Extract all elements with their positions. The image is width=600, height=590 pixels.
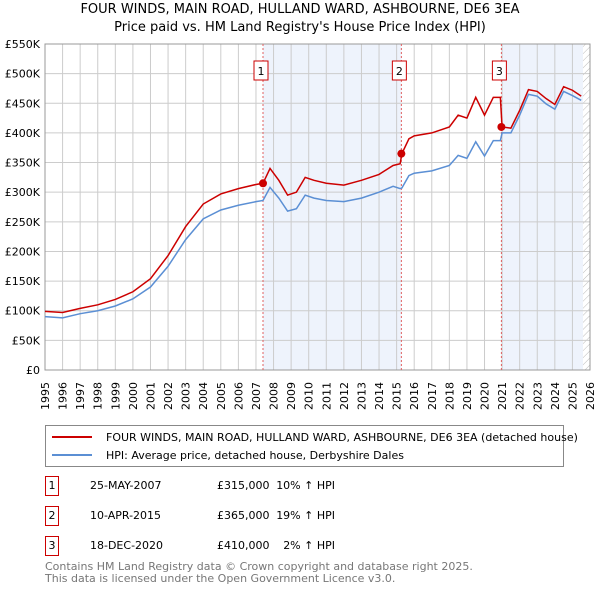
x-tick-label: 2021 xyxy=(496,382,509,410)
y-tick-label: £100K xyxy=(5,305,41,318)
sale-label: 2 xyxy=(396,65,403,78)
legend-swatch xyxy=(52,454,92,456)
x-tick-label: 2017 xyxy=(426,382,439,410)
y-tick-label: £50K xyxy=(12,334,41,347)
x-tick-label: 2013 xyxy=(355,382,368,410)
y-tick-label: £400K xyxy=(5,127,41,140)
sale-price: £365,000 xyxy=(217,509,270,522)
y-tick-label: £250K xyxy=(5,216,41,229)
x-tick-label: 2012 xyxy=(338,382,351,410)
x-tick-label: 2003 xyxy=(180,382,193,410)
x-tick-label: 1997 xyxy=(74,382,87,410)
sale-label-box xyxy=(391,60,407,81)
chart-subtitle: Price paid vs. HM Land Registry's House … xyxy=(114,20,486,35)
x-tick-label: 2022 xyxy=(514,382,527,410)
x-tick-label: 2010 xyxy=(303,382,316,410)
sale-point xyxy=(497,122,506,131)
y-tick-label: £550K xyxy=(5,38,41,51)
legend-label: FOUR WINDS, MAIN ROAD, HULLAND WARD, ASH… xyxy=(106,430,578,444)
sale-hpi-diff: 19% ↑ HPI xyxy=(276,509,335,522)
y-tick-label: £150K xyxy=(5,275,41,288)
x-tick-label: 2007 xyxy=(250,382,263,410)
sale-number-badge: 1 xyxy=(45,476,59,496)
sale-label-box xyxy=(491,60,507,81)
x-tick-label: 2026 xyxy=(584,382,597,410)
y-tick-label: £350K xyxy=(5,157,41,170)
x-tick-label: 2002 xyxy=(162,382,175,410)
x-tick-label: 2005 xyxy=(215,382,228,410)
y-tick-label: £0 xyxy=(26,364,40,377)
plot-area: 1995 1996 1997 1998 1999 2000 2001 2002 2003 2004… xyxy=(5,38,597,410)
x-tick-label: 2020 xyxy=(479,382,492,410)
x-tick-label: 2018 xyxy=(443,382,456,410)
shaded-range xyxy=(263,44,402,370)
x-tick-label: 2016 xyxy=(408,382,421,410)
legend-item-hpi: HPI: Average price, detached house, Derb… xyxy=(52,447,404,463)
sale-number-badge: 3 xyxy=(45,536,59,556)
sale-hpi-diff: 10% ↑ HPI xyxy=(276,479,335,492)
x-tick-label: 2000 xyxy=(127,382,140,410)
legend-label: HPI: Average price, detached house, Derb… xyxy=(106,448,404,462)
sale-point xyxy=(259,179,267,188)
x-tick-label: 2025 xyxy=(566,382,579,410)
x-tick-label: 2023 xyxy=(531,382,544,410)
sale-price: £315,000 xyxy=(217,479,270,492)
footer-line: Contains HM Land Registry data © Crown c… xyxy=(45,560,473,573)
y-tick-label: £200K xyxy=(5,245,41,258)
sale-label: 3 xyxy=(496,65,503,78)
hatched-forecast-region xyxy=(582,44,590,370)
chart-title: FOUR WINDS, MAIN ROAD, HULLAND WARD, ASH… xyxy=(80,2,520,17)
x-tick-label: 2015 xyxy=(391,382,404,410)
x-tick-label: 2014 xyxy=(373,382,386,410)
x-tick-label: 1995 xyxy=(39,382,52,410)
sale-point xyxy=(397,149,406,158)
x-tick-label: 1996 xyxy=(57,382,70,410)
y-tick-label: £300K xyxy=(5,186,41,199)
legend-item-property: FOUR WINDS, MAIN ROAD, HULLAND WARD, ASH… xyxy=(52,429,578,445)
x-tick-label: 2019 xyxy=(461,382,474,410)
plot-border xyxy=(44,43,591,371)
sale-row: 2 10-APR-2015 £365,000 19% ↑ HPI xyxy=(45,506,335,526)
x-tick-label: 1999 xyxy=(109,382,122,410)
shaded-range xyxy=(501,44,583,370)
sale-number-badge: 2 xyxy=(45,506,59,526)
x-tick-label: 2024 xyxy=(549,382,562,410)
sale-date: 25-MAY-2007 xyxy=(90,479,162,492)
x-tick-label: 2011 xyxy=(320,382,333,410)
footer: Contains HM Land Registry data © Crown c… xyxy=(45,561,473,585)
y-tick-label: £500K xyxy=(5,68,41,81)
sale-price: £410,000 xyxy=(217,539,270,552)
footer-line: This data is licensed under the Open Gov… xyxy=(45,572,396,585)
sale-label-box xyxy=(253,60,269,81)
x-tick-label: 2004 xyxy=(197,382,210,410)
sale-row: 3 18-DEC-2020 £410,000 2% ↑ HPI xyxy=(45,536,335,556)
legend-swatch xyxy=(52,436,92,438)
x-tick-label: 2006 xyxy=(232,382,245,410)
x-tick-label: 2001 xyxy=(144,382,157,410)
sale-hpi-diff: 2% ↑ HPI xyxy=(283,539,335,552)
sale-date: 10-APR-2015 xyxy=(90,509,162,522)
sale-date: 18-DEC-2020 xyxy=(90,539,164,552)
x-tick-label: 1998 xyxy=(92,382,105,410)
legend: FOUR WINDS, MAIN ROAD, HULLAND WARD, ASH… xyxy=(45,425,578,467)
y-tick-label: £450K xyxy=(5,97,41,110)
hpi-line xyxy=(44,90,582,319)
sale-label: 1 xyxy=(258,65,265,78)
x-tick-label: 2009 xyxy=(285,382,298,410)
x-tick-label: 2008 xyxy=(268,382,281,410)
property-price-line xyxy=(44,85,582,314)
sale-row: 1 25-MAY-2007 £315,000 10% ↑ HPI xyxy=(45,476,335,496)
